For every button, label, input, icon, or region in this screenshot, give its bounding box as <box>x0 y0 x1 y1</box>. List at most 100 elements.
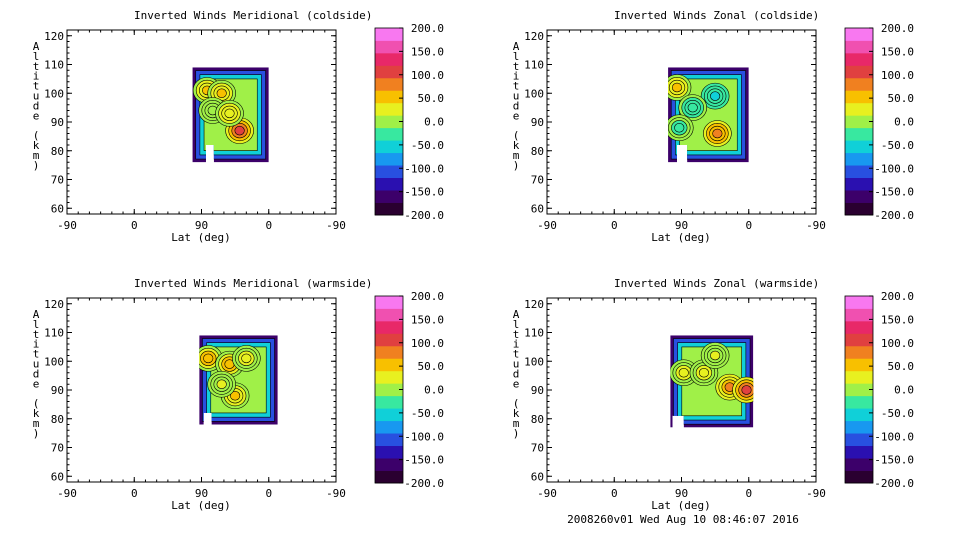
x-tick-label: 0 <box>131 487 138 500</box>
colorbar-swatch <box>375 28 403 41</box>
colorbar-swatch <box>845 177 873 191</box>
contour-blob <box>224 108 235 119</box>
colorbar-swatch <box>845 383 873 397</box>
contour-blob <box>674 123 685 133</box>
y-tick-label: 60 <box>531 202 544 215</box>
colorbar-label: -100.0 <box>874 430 914 443</box>
contour-blob <box>678 368 689 378</box>
colorbar-swatch <box>375 358 403 372</box>
colorbar-label: 100.0 <box>881 337 914 350</box>
colorbar-label: -150.0 <box>874 454 914 467</box>
x-axis-label: Lat (deg) <box>651 231 711 244</box>
contour-blob <box>712 128 723 139</box>
colorbar: 200.0 150.0 100.0 50.0 0.0 -50.0 -100.0 -150.0 -… <box>374 22 444 222</box>
colorbar-swatch <box>845 458 873 471</box>
colorbar-label: -200.0 <box>874 209 914 222</box>
x-tick-label: -90 <box>57 219 77 232</box>
chart-title: Inverted Winds Meridional (warmside) <box>134 277 372 290</box>
y-tick-label: 70 <box>51 442 64 455</box>
contour-blob <box>241 353 252 364</box>
colorbar-swatch <box>845 408 873 422</box>
colorbar: 200.0 150.0 100.0 50.0 0.0 -50.0 -100.0 -150.0 -… <box>844 22 914 222</box>
colorbar-swatch <box>375 102 403 116</box>
colorbar-swatch <box>375 296 403 309</box>
colorbar-label: -100.0 <box>404 162 444 175</box>
y-tick-label: 120 <box>524 298 544 311</box>
y-tick-label: 80 <box>51 145 64 158</box>
contour-field <box>192 67 269 163</box>
colorbar-label: -50.0 <box>881 139 914 152</box>
x-tick-label: 0 <box>131 219 138 232</box>
colorbar-swatch <box>375 433 403 446</box>
x-tick-label: 0 <box>265 487 272 500</box>
colorbar-label: -50.0 <box>411 407 444 420</box>
y-tick-label: 60 <box>51 202 64 215</box>
colorbar-swatch <box>375 202 403 216</box>
colorbar-swatch <box>845 90 873 104</box>
y-tick-label: 100 <box>524 355 544 368</box>
y-tick-label: 100 <box>524 87 544 100</box>
colorbar-swatch <box>375 152 403 166</box>
colorbar-swatch <box>375 177 403 191</box>
y-tick-label: 110 <box>44 59 64 72</box>
x-tick-label: -90 <box>537 487 557 500</box>
colorbar-swatch <box>845 52 873 66</box>
chart-title: Inverted Winds Zonal (warmside) <box>614 277 819 290</box>
contour-blob <box>230 391 241 401</box>
x-tick-label: -90 <box>57 487 77 500</box>
x-tick-label: 90 <box>195 219 208 232</box>
y-tick-label: 90 <box>51 384 64 397</box>
colorbar-swatch <box>845 127 873 141</box>
colorbar-label: -200.0 <box>404 209 444 222</box>
contour-field <box>668 67 749 163</box>
colorbar-swatch <box>845 370 873 384</box>
contour-blob <box>710 91 721 101</box>
colorbar-label: 0.0 <box>424 384 444 397</box>
colorbar-swatch <box>845 140 873 154</box>
contour-blob <box>216 379 227 389</box>
x-tick-label: -90 <box>326 487 346 500</box>
colorbar-swatch <box>845 420 873 434</box>
colorbar-swatch <box>375 140 403 154</box>
colorbar-swatch <box>845 433 873 446</box>
colorbar-swatch <box>375 90 403 104</box>
contour-blob <box>671 82 683 93</box>
chart-title: Inverted Winds Meridional (coldside) <box>134 9 372 22</box>
colorbar-label: 150.0 <box>881 45 914 58</box>
x-tick-label: 90 <box>195 487 208 500</box>
colorbar-swatch <box>375 395 403 409</box>
colorbar-swatch <box>845 345 873 359</box>
contour-blob <box>203 353 214 364</box>
colorbar-label: 0.0 <box>894 116 914 129</box>
colorbar-swatch <box>375 165 403 178</box>
colorbar-swatch <box>375 345 403 359</box>
contour-field <box>670 335 754 428</box>
colorbar-label: -50.0 <box>881 407 914 420</box>
contour-blob <box>216 88 227 98</box>
colorbar-label: 100.0 <box>411 337 444 350</box>
contour-blob <box>698 368 709 378</box>
y-tick-label: 70 <box>531 174 544 187</box>
colorbar-label: -200.0 <box>404 477 444 490</box>
y-tick-label: 110 <box>524 327 544 340</box>
colorbar-swatch <box>375 115 403 129</box>
colorbar-swatch <box>375 420 403 434</box>
x-axis-label: Lat (deg) <box>171 231 231 244</box>
x-tick-label: -90 <box>326 219 346 232</box>
colorbar-swatch <box>845 395 873 409</box>
colorbar-label: 150.0 <box>411 45 444 58</box>
colorbar-label: 200.0 <box>411 22 444 35</box>
colorbar-label: 200.0 <box>881 22 914 35</box>
colorbar-swatch <box>845 296 873 309</box>
y-tick-label: 90 <box>531 384 544 397</box>
panel-zonal-coldside: Inverted Winds Zonal (coldside) -90 0 90 0 -9… <box>513 9 914 244</box>
y-tick-label: 120 <box>524 30 544 43</box>
colorbar-label: 100.0 <box>881 69 914 82</box>
x-axis-label: Lat (deg) <box>651 499 711 512</box>
y-tick-label: 70 <box>51 174 64 187</box>
colorbar-swatch <box>845 308 873 322</box>
colorbar-swatch <box>375 320 403 334</box>
